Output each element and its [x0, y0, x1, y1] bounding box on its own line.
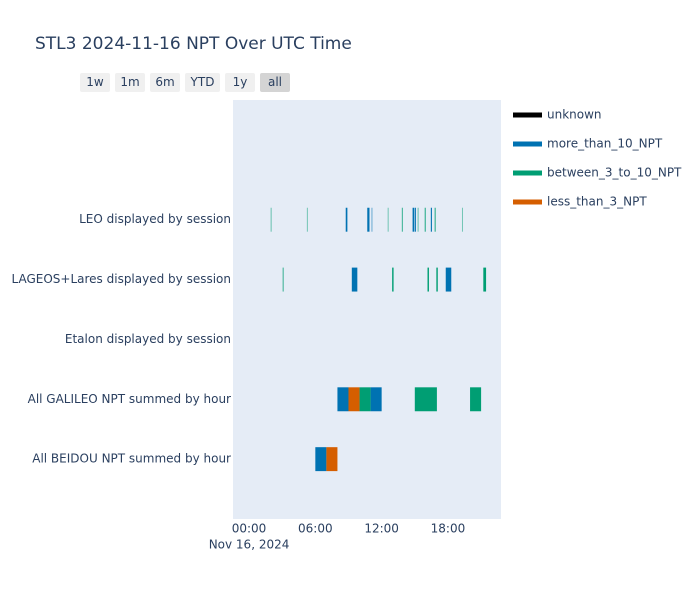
timeline-bar [414, 207, 416, 232]
x-tick-label: 06:00 [298, 522, 333, 536]
timeline-bar [348, 387, 360, 412]
timeline-bar [401, 207, 403, 232]
range-button-label[interactable]: 1w [86, 75, 104, 89]
timeline-bar [430, 207, 432, 232]
timeline-bar [427, 267, 429, 292]
timeline-bar [345, 207, 348, 232]
legend-label: unknown [547, 108, 602, 122]
timeline-bar [436, 267, 438, 292]
timeline-bar [461, 207, 463, 232]
range-button-label[interactable]: 1y [233, 75, 248, 89]
timeline-bar [414, 387, 437, 412]
x-tick-label: 18:00 [431, 522, 466, 536]
range-button[interactable] [260, 73, 290, 92]
x-date-label: Nov 16, 2024 [209, 538, 290, 552]
timeline-bar [434, 207, 436, 232]
timeline-bar [315, 447, 327, 472]
y-tick-label: LEO displayed by session [79, 212, 231, 226]
timeline-bar [417, 207, 419, 232]
timeline-bar [326, 447, 338, 472]
y-tick-label: All GALILEO NPT summed by hour [28, 392, 231, 406]
timeline-bar [282, 267, 284, 292]
timeline-bar [370, 387, 382, 412]
timeline-bar [445, 267, 452, 292]
range-button-label[interactable]: 1m [120, 75, 139, 89]
range-button-label[interactable]: YTD [190, 75, 215, 89]
y-tick-label: Etalon displayed by session [65, 332, 231, 346]
plot-area [233, 100, 501, 519]
timeline-bar [367, 207, 370, 232]
x-tick-label: 12:00 [364, 522, 399, 536]
range-button[interactable] [115, 73, 145, 92]
range-button[interactable] [150, 73, 180, 92]
range-button-label[interactable]: all [268, 75, 282, 89]
chart-title: STL3 2024-11-16 NPT Over UTC Time [35, 34, 352, 54]
timeline-bar [387, 207, 389, 232]
timeline-bar [371, 207, 373, 232]
y-tick-label: LAGEOS+Lares displayed by session [12, 272, 232, 286]
timeline-bar [424, 207, 426, 232]
range-button-label[interactable]: 6m [155, 75, 174, 89]
timeline-bar [470, 387, 482, 412]
range-button[interactable] [225, 73, 255, 92]
legend-label: less_than_3_NPT [547, 195, 647, 209]
timeline-bar [359, 387, 371, 412]
range-button[interactable] [185, 73, 220, 92]
legend-label: between_3_to_10_NPT [547, 166, 682, 180]
y-tick-label: All BEIDOU NPT summed by hour [32, 452, 231, 466]
timeline-bar [412, 207, 415, 232]
timeline-bar [337, 387, 349, 412]
timeline-bar [392, 267, 394, 292]
timeline-bar [351, 267, 358, 292]
range-button[interactable] [80, 73, 110, 92]
timeline-bar [270, 207, 272, 232]
legend-label: more_than_10_NPT [547, 137, 663, 151]
x-tick-label: 00:00 [232, 522, 267, 536]
timeline-bar [483, 267, 487, 292]
timeline-bar [306, 207, 308, 232]
